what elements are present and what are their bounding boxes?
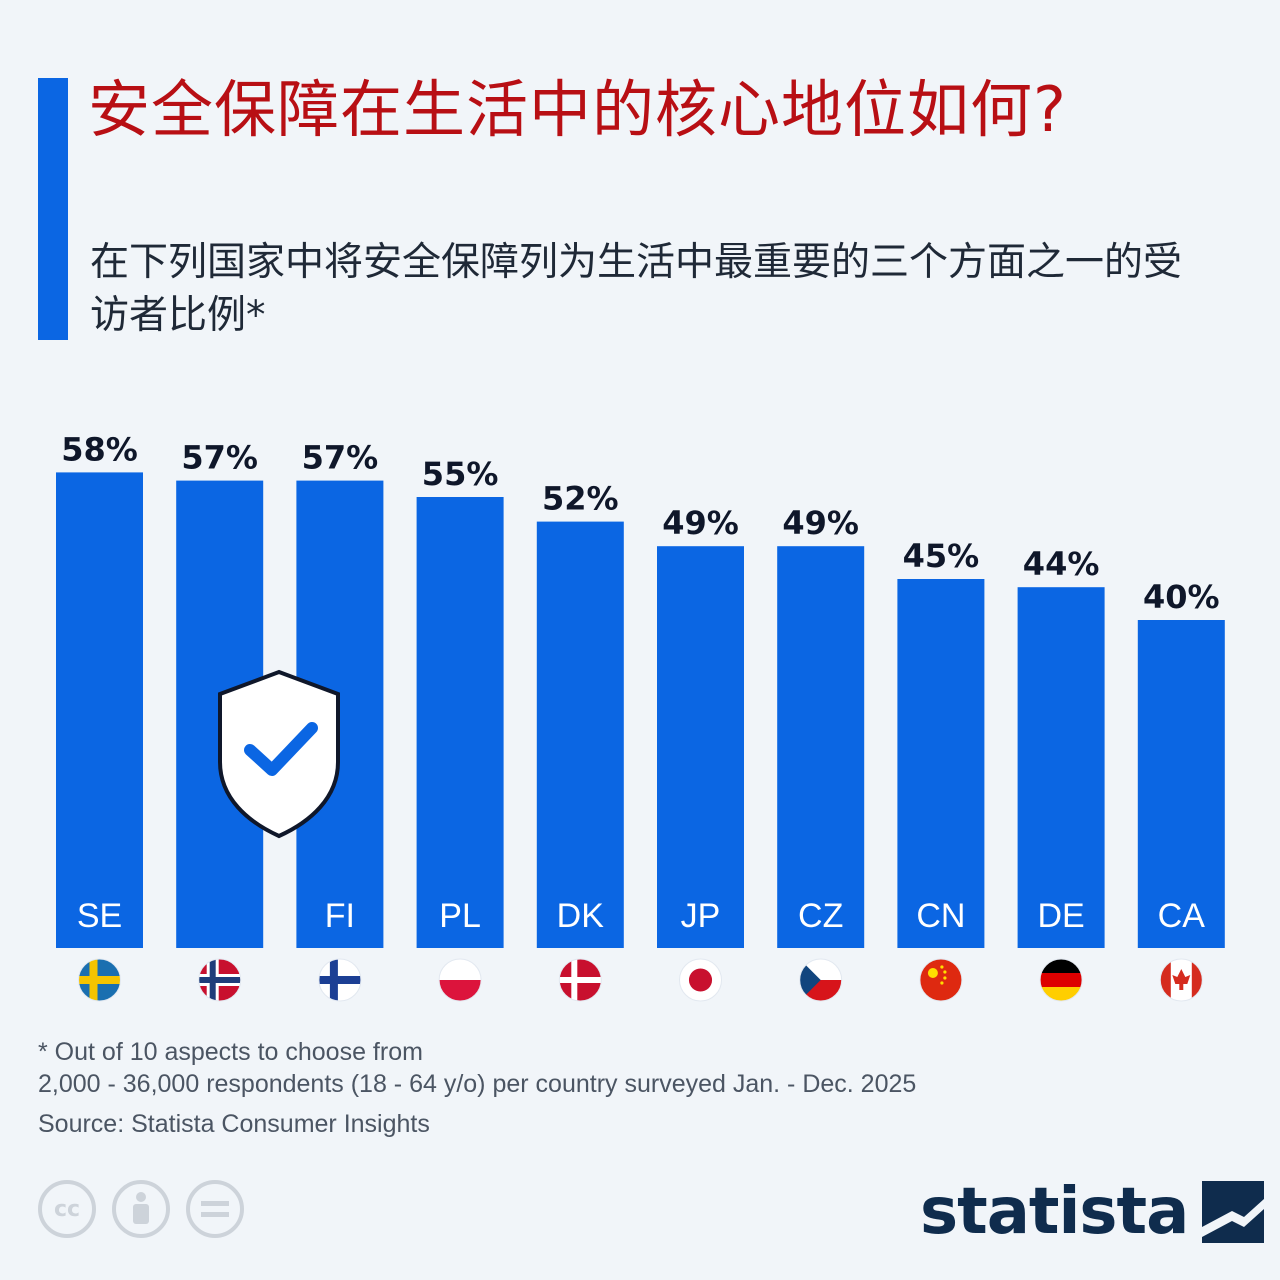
statista-logo[interactable]: statista	[920, 1172, 1265, 1252]
germany-flag-icon	[1040, 959, 1083, 1001]
value-label-CA: 40%	[1143, 578, 1220, 616]
japan-flag-icon	[679, 959, 722, 1001]
statista-logo-text: statista	[920, 1175, 1189, 1249]
bar-PL	[416, 497, 504, 948]
sweden-flag-icon	[78, 959, 121, 1001]
bar-JP	[657, 546, 744, 948]
bar-CA	[1137, 620, 1225, 948]
chart-subtitle: 在下列国家中将安全保障列为生活中最重要的三个方面之一的受访者比例*	[90, 240, 1183, 338]
footnote-line-2: 2,000 - 36,000 respondents (18 - 64 y/o)…	[38, 1070, 917, 1098]
attribution-icon[interactable]	[112, 1180, 170, 1238]
license-icons: cc	[38, 1180, 244, 1244]
category-label-DK: DK	[557, 897, 605, 935]
accent-bar	[38, 78, 68, 340]
denmark-flag-icon	[559, 959, 602, 1001]
value-label-SE: 58%	[61, 430, 138, 468]
bar-DK	[536, 521, 624, 948]
page-title: 安全保障在生活中的核心地位如何?	[88, 73, 1067, 146]
czech-flag-icon	[799, 959, 842, 1001]
value-label-NO: 57%	[181, 439, 258, 477]
category-label-PL: PL	[439, 897, 481, 935]
bar-chart: 58% SE 57% 57% FI 55% PL 52% DK 49% JP 49% CZ 45% CN 44…	[0, 400, 1280, 1020]
finland-flag-icon	[318, 959, 361, 1001]
category-label-FI: FI	[325, 897, 355, 935]
value-label-CZ: 49%	[782, 504, 859, 542]
footnote: * Out of 10 aspects to choose from 2,000…	[38, 1036, 1038, 1100]
canada-flag-icon	[1160, 959, 1203, 1001]
value-label-JP: 49%	[662, 504, 739, 542]
value-label-FI: 57%	[302, 439, 379, 477]
poland-flag-icon	[439, 959, 482, 1001]
statista-logo-mark	[1202, 1181, 1265, 1243]
value-label-DE: 44%	[1023, 545, 1100, 583]
china-flag-icon	[919, 959, 962, 1001]
source-text: Source: Statista Consumer Insights	[38, 1110, 430, 1138]
footnote-line-1: * Out of 10 aspects to choose from	[38, 1038, 423, 1066]
bar-CN	[897, 579, 985, 948]
bar-CZ	[777, 546, 865, 948]
creative-commons-icon[interactable]: cc	[38, 1180, 96, 1238]
shield-check-icon	[214, 666, 344, 842]
bar-chart-svg: 58% SE 57% 57% FI 55% PL 52% DK 49% JP 49% CZ 45% CN 44…	[56, 430, 1225, 1002]
category-label-SE: SE	[77, 897, 122, 935]
no-derivatives-icon[interactable]	[186, 1180, 244, 1238]
category-label-CN: CN	[916, 897, 965, 935]
value-label-PL: 55%	[422, 455, 499, 493]
category-label-CA: CA	[1158, 897, 1206, 935]
category-label-CZ: CZ	[798, 897, 843, 935]
category-label-DE: DE	[1037, 897, 1084, 935]
bar-DE	[1017, 587, 1105, 948]
bar-SE	[56, 472, 143, 948]
category-label-JP: JP	[681, 897, 721, 935]
norway-flag-icon	[198, 959, 241, 1001]
value-label-DK: 52%	[542, 480, 619, 518]
value-label-CN: 45%	[903, 537, 980, 575]
